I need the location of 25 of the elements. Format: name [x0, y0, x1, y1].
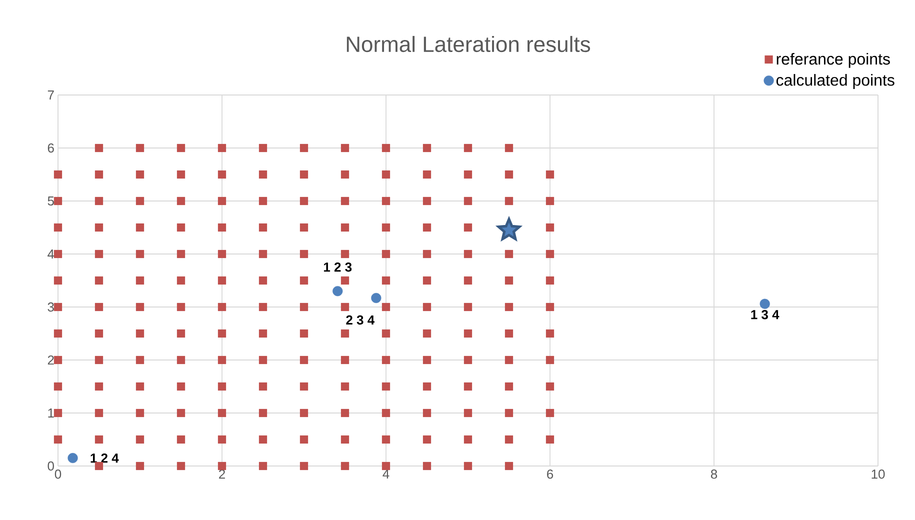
chart-title: Normal Lateration results	[346, 36, 590, 52]
x-tick-label: 8	[710, 470, 718, 479]
annotation: 1 3 4	[751, 310, 780, 320]
x-tick-label: 4	[382, 470, 390, 478]
y-tick-label: 5	[48, 196, 54, 206]
point	[332, 286, 343, 296]
legend-label: calculated points	[776, 74, 894, 89]
annotation: 2 3 4	[346, 315, 375, 325]
y-tick-label: 6	[48, 143, 54, 153]
point	[371, 292, 382, 304]
x-tick-label: 6	[547, 470, 554, 479]
y-tick-label: 2	[48, 355, 54, 365]
y-tick-label: 7	[48, 90, 54, 100]
y-tick-label: 0	[48, 461, 54, 471]
point	[497, 218, 521, 240]
x-tick-label: 0	[54, 470, 62, 479]
point	[760, 298, 770, 309]
y-tick-label: 3	[48, 302, 54, 312]
point	[68, 452, 78, 464]
legend-label: referance points	[776, 52, 890, 68]
y-tick-label: 1	[48, 408, 54, 418]
y-tick-label: 4	[48, 250, 54, 258]
annotation: 1 2 4	[90, 454, 119, 463]
x-tick-label: 10	[872, 470, 885, 479]
annotation: 1 2 3	[324, 262, 352, 272]
